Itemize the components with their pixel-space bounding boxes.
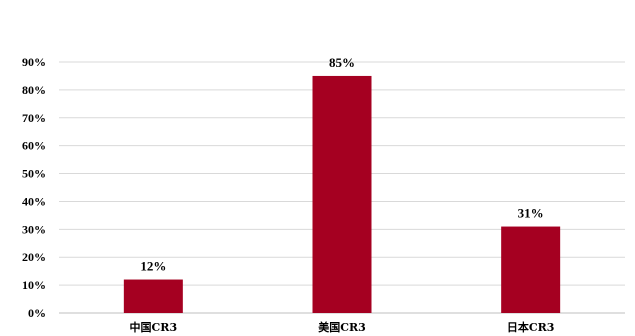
x-tick-label: 日本CR3 — [507, 320, 555, 334]
bars — [123, 75, 561, 313]
y-tick-label: 70% — [22, 111, 46, 125]
data-label: 12% — [140, 259, 166, 274]
bar — [123, 279, 183, 313]
data-label: 85% — [329, 55, 355, 70]
x-tick-label: 美国CR3 — [318, 320, 366, 334]
y-tick-label: 30% — [22, 222, 46, 236]
y-tick-label: 0% — [28, 306, 46, 320]
y-tick-label: 10% — [22, 278, 46, 292]
y-tick-label: 40% — [22, 194, 46, 208]
data-labels: 12% 85% 31% — [140, 55, 543, 274]
y-tick-label: 80% — [22, 83, 46, 97]
bar — [501, 226, 561, 313]
y-tick-label: 90% — [22, 55, 46, 69]
x-axis-category-labels: 中国CR3 美国CR3 日本CR3 — [130, 320, 555, 334]
data-label: 31% — [518, 206, 544, 221]
y-tick-label: 50% — [22, 167, 46, 181]
x-tick-label: 中国CR3 — [130, 320, 178, 334]
y-tick-label: 20% — [22, 250, 46, 264]
y-axis-tick-labels: 0% 10% 20% 30% 40% 50% 60% 70% 80% 90% — [22, 55, 46, 320]
y-tick-label: 60% — [22, 139, 46, 153]
bar — [312, 75, 372, 313]
